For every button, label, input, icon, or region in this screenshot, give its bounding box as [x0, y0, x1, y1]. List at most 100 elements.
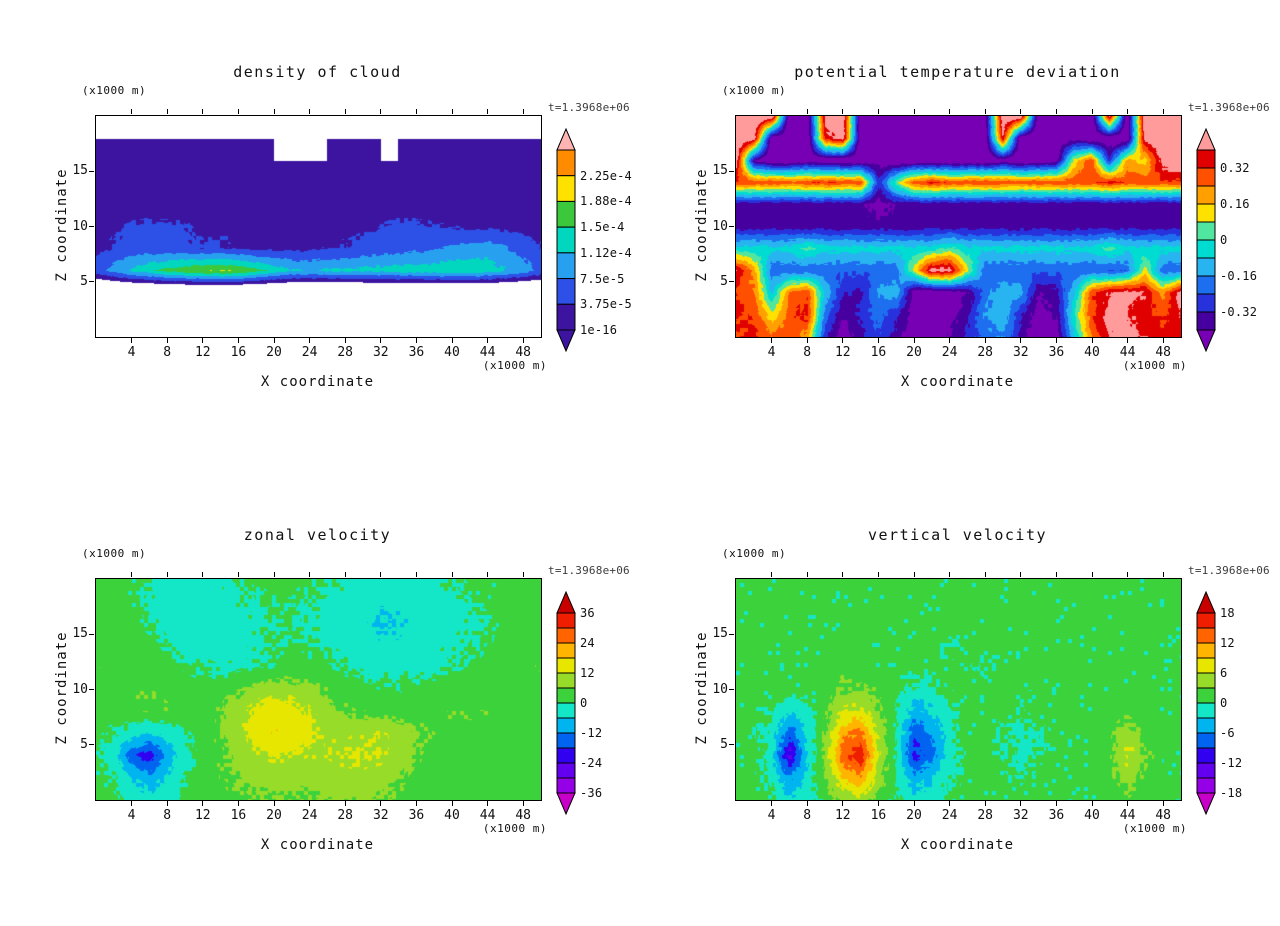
x-tick-label: 20	[906, 345, 922, 360]
axis-tick-mark	[166, 801, 168, 806]
axis-tick-mark	[877, 801, 879, 806]
colorbar-segment	[1196, 167, 1216, 187]
x-tick-label: 32	[1012, 808, 1029, 823]
x-axis-unit-label: (x1000 m)	[1122, 359, 1187, 372]
axis-tick-mark	[273, 338, 275, 343]
z-tick-label: 15	[72, 626, 88, 642]
plot-frame	[95, 115, 542, 338]
colorbar-segment	[1196, 732, 1216, 749]
z-tick-label: 10	[712, 681, 728, 697]
axis-tick-mark	[806, 338, 808, 343]
colorbar-label: -0.16	[1220, 269, 1258, 283]
colorbar-arrow-bottom	[1196, 329, 1216, 353]
axis-tick-mark	[487, 109, 489, 114]
axis-tick-mark	[984, 572, 986, 577]
x-tick-label: 4	[127, 808, 136, 823]
colorbar-segment	[1196, 293, 1216, 313]
colorbar-segment	[1196, 311, 1216, 331]
axis-tick-mark	[1127, 338, 1129, 343]
colorbar-label: 1.12e-4	[580, 245, 632, 260]
colorbar-arrow-top	[556, 591, 576, 614]
chart-title: vertical velocity	[867, 526, 1048, 544]
axis-tick-mark	[842, 338, 844, 343]
axis-tick-mark	[89, 226, 94, 227]
axis-tick-mark	[344, 801, 346, 806]
x-tick-label: 8	[163, 345, 172, 360]
x-tick-label: 20	[906, 808, 922, 823]
colorbar-label: 0	[1220, 233, 1228, 247]
axis-tick-mark	[415, 338, 417, 343]
axis-tick-mark	[202, 109, 204, 114]
colorbar-segment	[1196, 717, 1216, 734]
x-tick-label: 24	[301, 808, 318, 823]
colorbar-label: 0.16	[1220, 197, 1250, 211]
axis-tick-mark	[131, 801, 133, 806]
x-tick-label: 44	[479, 345, 496, 360]
axis-tick-mark	[166, 572, 168, 577]
axis-tick-mark	[984, 109, 986, 114]
axis-tick-mark	[202, 572, 204, 577]
panel-zonal-velocity: zonal velocity (x1000 m) t=1.3968e+06 Z …	[0, 463, 640, 926]
x-tick-label: 28	[977, 808, 994, 823]
colorbar-segment	[556, 627, 576, 644]
x-tick-label: 20	[266, 808, 282, 823]
axis-tick-mark	[729, 226, 734, 227]
axis-tick-mark	[949, 109, 951, 114]
colorbar-segment	[1196, 657, 1216, 674]
x-tick-label: 48	[1155, 345, 1172, 360]
z-tick-label: 5	[720, 736, 728, 752]
colorbar-segment	[556, 278, 576, 305]
colorbar	[556, 128, 576, 353]
x-tick-label: 16	[870, 345, 887, 360]
axis-tick-mark	[729, 689, 734, 690]
colorbar-label: 0	[580, 696, 588, 710]
axis-tick-mark	[237, 572, 239, 577]
x-tick-label: 16	[230, 345, 247, 360]
colorbar-arrow-top	[556, 128, 576, 151]
colorbar	[556, 591, 576, 816]
axis-tick-mark	[380, 338, 382, 343]
x-tick-label: 40	[444, 345, 460, 360]
x-axis-unit-label: (x1000 m)	[482, 822, 547, 835]
axis-tick-mark	[913, 572, 915, 577]
colorbar-label: 0	[1220, 696, 1228, 710]
colorbar-segment	[1196, 672, 1216, 689]
axis-tick-mark	[202, 801, 204, 806]
axis-tick-mark	[771, 801, 773, 806]
x-axis-title: X coordinate	[900, 374, 1015, 390]
x-tick-label: 4	[767, 808, 776, 823]
axis-tick-mark	[131, 338, 133, 343]
x-tick-label: 44	[479, 808, 496, 823]
axis-tick-mark	[273, 801, 275, 806]
axis-tick-mark	[806, 801, 808, 806]
axis-tick-mark	[273, 109, 275, 114]
colorbar-segment	[556, 762, 576, 779]
axis-tick-mark	[1091, 801, 1093, 806]
colorbar-segment	[1196, 702, 1216, 719]
colorbar-segment	[1196, 149, 1216, 169]
axis-tick-mark	[771, 109, 773, 114]
x-tick-label: 24	[941, 808, 958, 823]
x-tick-label: 12	[194, 345, 211, 360]
x-tick-label: 36	[408, 808, 425, 823]
z-axis-unit-label: (x1000 m)	[722, 547, 787, 560]
x-tick-label: 4	[767, 345, 776, 360]
z-tick-label: 5	[80, 736, 88, 752]
colorbar-label: 24	[580, 636, 595, 650]
axis-tick-mark	[487, 572, 489, 577]
time-stamp-label: t=1.3968e+06	[548, 101, 630, 114]
axis-tick-mark	[913, 338, 915, 343]
axis-tick-mark	[771, 338, 773, 343]
x-tick-label: 32	[1012, 345, 1029, 360]
x-tick-label: 12	[834, 345, 851, 360]
axis-tick-mark	[131, 109, 133, 114]
x-tick-label: 28	[977, 345, 994, 360]
colorbar-label: 7.5e-5	[580, 271, 625, 286]
colorbar-segment	[1196, 275, 1216, 295]
axis-tick-mark	[202, 338, 204, 343]
colorbar-label: -6	[1220, 726, 1235, 740]
colorbar-segment	[556, 642, 576, 659]
time-stamp-label: t=1.3968e+06	[1188, 564, 1270, 577]
x-axis-title: X coordinate	[260, 837, 375, 853]
